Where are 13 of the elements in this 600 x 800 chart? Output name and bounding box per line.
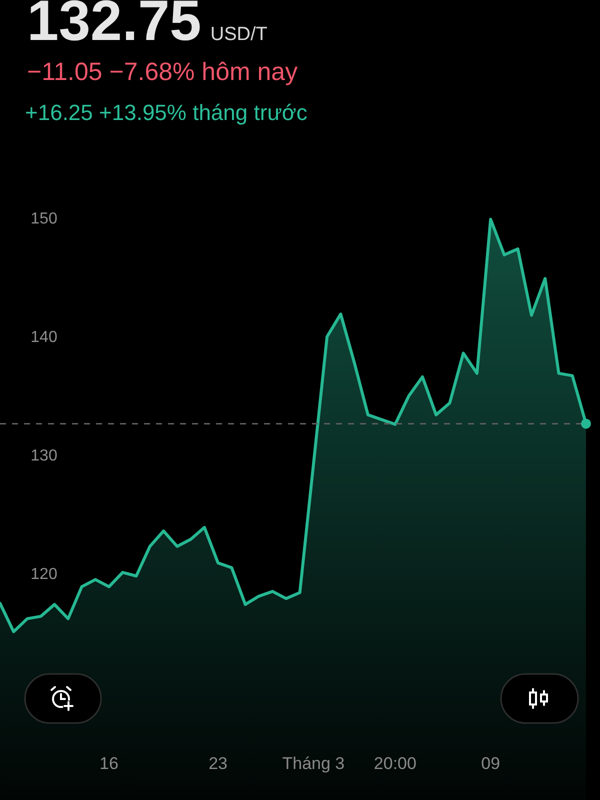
y-tick-label: 140 [30,328,58,346]
annotation: USD/T [210,24,268,45]
y-tick-label: 150 [30,210,58,228]
x-tick-label: 09 [481,754,500,773]
chart-title: 132.75 [27,0,202,53]
x-tick-label: Tháng 3 [282,754,345,773]
y-tick-label: 120 [30,566,58,584]
x-tick-label: 16 [100,754,118,773]
x-tick-label: 23 [208,754,228,773]
text: −11.05 −7.68% hôm nay [27,58,298,86]
annotation: +16.25 +13.95% tháng trước [25,100,308,125]
y-tick-label: 130 [30,448,58,465]
x-tick-label: 20:00 [374,754,416,773]
